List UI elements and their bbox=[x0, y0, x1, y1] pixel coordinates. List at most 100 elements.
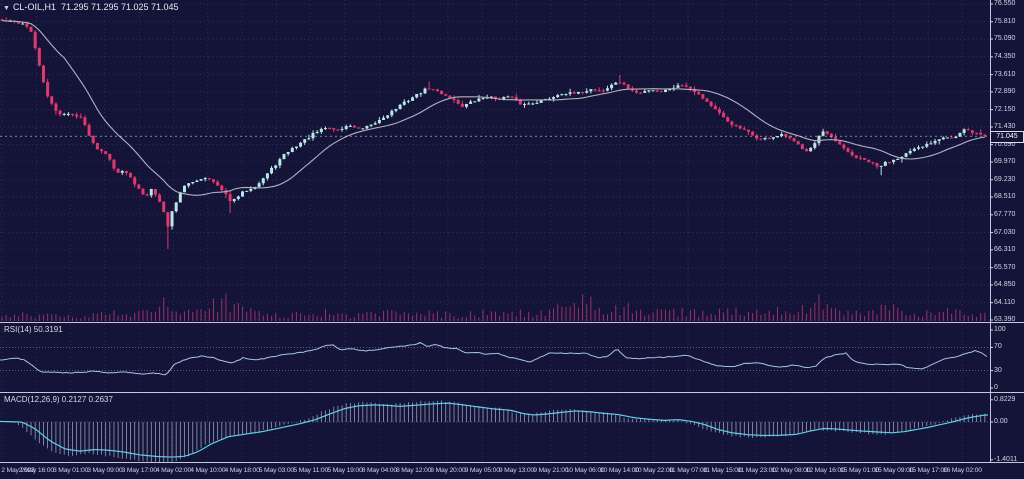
candle-body bbox=[340, 128, 344, 130]
macd-pane-area[interactable] bbox=[0, 393, 990, 462]
moving-average-line bbox=[1, 19, 985, 196]
candle-body bbox=[158, 194, 162, 202]
candle-body bbox=[788, 136, 792, 139]
candle-body bbox=[722, 112, 726, 118]
candle-body bbox=[124, 171, 128, 173]
candle-body bbox=[979, 132, 983, 135]
candle-body bbox=[191, 182, 195, 184]
candle-body bbox=[634, 90, 638, 93]
ma bbox=[1, 19, 985, 196]
candle-body bbox=[597, 90, 601, 92]
candle-body bbox=[858, 157, 862, 159]
candle-body bbox=[626, 84, 630, 89]
candle-body bbox=[838, 141, 842, 145]
candle-body bbox=[941, 137, 945, 140]
candle-body bbox=[444, 94, 448, 96]
candle-body bbox=[95, 142, 99, 150]
candle-body bbox=[854, 155, 858, 158]
candle-body bbox=[887, 161, 891, 163]
candle-body bbox=[66, 113, 70, 115]
candle-body bbox=[224, 190, 228, 195]
candle-body bbox=[282, 153, 286, 160]
candle-body bbox=[639, 92, 643, 94]
candle-body bbox=[601, 90, 605, 92]
candle-body bbox=[456, 100, 460, 104]
candle-body bbox=[315, 131, 319, 134]
candle-body bbox=[419, 93, 423, 95]
candle-body bbox=[216, 181, 220, 186]
candle-body bbox=[514, 96, 518, 100]
candle-body bbox=[431, 89, 435, 91]
candle-body bbox=[975, 132, 979, 134]
candle-body bbox=[270, 167, 274, 174]
candle-body bbox=[344, 126, 348, 129]
candle-body bbox=[946, 137, 950, 139]
candle-body bbox=[228, 194, 232, 202]
candle-body bbox=[187, 183, 191, 186]
candle-body bbox=[572, 92, 576, 94]
candle-body bbox=[485, 97, 489, 99]
macd bbox=[0, 402, 989, 458]
candle-body bbox=[709, 101, 713, 107]
candle-body bbox=[680, 85, 684, 87]
candle-body bbox=[481, 97, 485, 99]
candle-body bbox=[697, 92, 701, 95]
main-chart-area[interactable] bbox=[0, 0, 990, 322]
candle-body bbox=[734, 124, 738, 126]
axis-ticks bbox=[990, 3, 993, 461]
candle-body bbox=[265, 173, 269, 179]
candle-body bbox=[299, 142, 303, 147]
candle-body bbox=[87, 125, 91, 136]
candle-body bbox=[970, 130, 974, 133]
candle-body bbox=[17, 21, 21, 24]
candle-body bbox=[54, 103, 58, 111]
candle-body bbox=[319, 128, 323, 132]
candle-body bbox=[510, 96, 514, 98]
time-scale[interactable] bbox=[0, 462, 1024, 479]
candle-body bbox=[199, 179, 203, 181]
candle-body bbox=[610, 84, 614, 89]
candle-body bbox=[834, 137, 838, 142]
candle-body bbox=[195, 180, 199, 183]
candle-body bbox=[962, 129, 966, 133]
candle-body bbox=[850, 151, 854, 156]
candle-body bbox=[751, 131, 755, 136]
candle-body bbox=[104, 151, 108, 154]
candle-body bbox=[933, 140, 937, 144]
candle-body bbox=[290, 148, 294, 152]
rsi-pane-area[interactable] bbox=[0, 323, 990, 392]
candle-body bbox=[406, 100, 410, 102]
candle-body bbox=[966, 129, 970, 131]
candle-body bbox=[357, 127, 361, 129]
candle-body bbox=[560, 94, 564, 96]
candle-body bbox=[100, 149, 104, 152]
candle-body bbox=[908, 150, 912, 154]
candle-body bbox=[473, 101, 477, 103]
price-scale[interactable] bbox=[990, 0, 1024, 462]
candle-body bbox=[452, 98, 456, 101]
candle-body bbox=[348, 125, 352, 127]
candle-body bbox=[75, 114, 79, 117]
candle-body bbox=[792, 138, 796, 142]
candle-body bbox=[373, 123, 377, 125]
candle-body bbox=[249, 188, 253, 191]
candle-body bbox=[352, 125, 356, 128]
candle-body bbox=[647, 90, 651, 92]
candle-body bbox=[46, 82, 50, 97]
candle-body bbox=[593, 89, 597, 91]
candle-body bbox=[643, 91, 647, 93]
candle-body bbox=[41, 65, 45, 83]
candle-body bbox=[726, 117, 730, 122]
candle-body bbox=[25, 23, 29, 27]
candle-body bbox=[91, 135, 95, 143]
volume-bars bbox=[1, 293, 986, 321]
candle-body bbox=[705, 98, 709, 102]
candle-body bbox=[241, 191, 245, 197]
candle-body bbox=[755, 135, 759, 139]
candle-body bbox=[618, 82, 622, 84]
candle-body bbox=[684, 85, 688, 87]
candle-body bbox=[182, 185, 186, 193]
candle-body bbox=[274, 165, 278, 168]
candle-body bbox=[129, 172, 133, 178]
